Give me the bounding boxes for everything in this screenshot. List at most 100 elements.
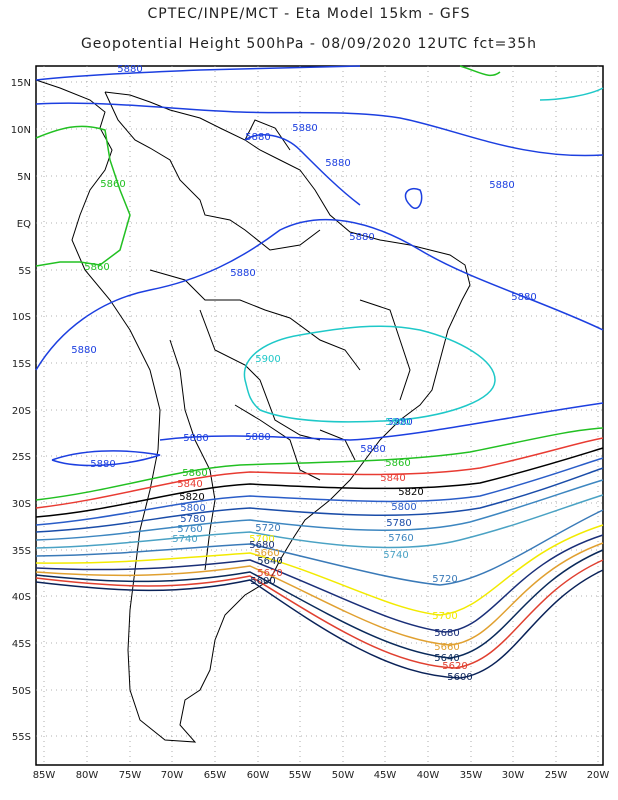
contour-label: 5740 (172, 534, 197, 545)
contour-5880 (35, 102, 604, 157)
contour-label: 5880 (511, 292, 536, 303)
contour-labels: 5880 5880 5880 5880 5880 5880 5880 5880 5880 5880… (71, 64, 536, 683)
contour-label: 5700 (432, 611, 457, 622)
contour-5860 (35, 427, 604, 501)
lat-label: 20S (12, 406, 31, 417)
lon-label: 25W (545, 770, 568, 781)
lat-label: 30S (12, 499, 31, 510)
contour-label: 5640 (257, 556, 282, 567)
contour-label: 5780 (180, 514, 205, 525)
contour-label: 5880 (489, 180, 514, 191)
contour-5860 (459, 65, 501, 77)
lat-label: EQ (17, 219, 31, 230)
contour-5680 (35, 534, 604, 633)
contour-label: 5820 (398, 487, 423, 498)
contour-label: 5880 (230, 268, 255, 279)
contour-5840 (35, 437, 604, 509)
contour-5900 (243, 325, 496, 423)
contour-5720 (35, 509, 604, 586)
contour-label: 5880 (117, 64, 142, 75)
contour-label: 5880 (71, 345, 96, 356)
lon-label: 20W (587, 770, 610, 781)
lat-label: 35S (12, 546, 31, 557)
contour-label: 5860 (100, 179, 125, 190)
contour-5700 (35, 524, 604, 616)
map-frame (35, 65, 604, 766)
lon-label: 60W (247, 770, 270, 781)
contour-label: 5900 (385, 417, 410, 428)
contour-label: 5860 (385, 458, 410, 469)
lat-label: 10N (11, 125, 31, 136)
lat-label: 5N (17, 172, 31, 183)
lon-label: 85W (33, 770, 56, 781)
contour-label: 5860 (84, 262, 109, 273)
title-line-1: CPTEC/INPE/MCT - Eta Model 15km - GFS (147, 6, 471, 22)
contour-5900 (539, 87, 604, 101)
contour-label: 5880 (349, 232, 374, 243)
contour-label: 5620 (257, 568, 282, 579)
contour-label: 5840 (380, 473, 405, 484)
contour-label: 5660 (434, 642, 459, 653)
contour-label: 5820 (179, 492, 204, 503)
contour-label: 5680 (434, 628, 459, 639)
lat-label: 45S (12, 639, 31, 650)
lon-label: 45W (374, 770, 397, 781)
contour-5660 (35, 542, 604, 646)
contour-label: 5880 (325, 158, 350, 169)
contour-label: 5900 (255, 354, 280, 365)
contour-label: 5880 (360, 444, 385, 455)
contour-label: 5880 (245, 432, 270, 443)
contour-label: 5660 (254, 548, 279, 559)
contour-5880 (35, 65, 361, 81)
lat-label: 15S (12, 359, 31, 370)
contour-5640 (35, 549, 604, 659)
contour-label: 5800 (391, 502, 416, 513)
lat-label: 40S (12, 592, 31, 603)
contour-lines (35, 65, 604, 679)
contour-5800 (35, 457, 604, 526)
lat-label: 55S (12, 732, 31, 743)
contour-5880 (51, 450, 161, 467)
lon-label: 75W (119, 770, 142, 781)
contour-label: 5720 (432, 574, 457, 585)
lat-label: 5S (18, 266, 31, 277)
contour-label: 5720 (255, 523, 280, 534)
contour-label: 5620 (442, 661, 467, 672)
contour-label: 5780 (386, 518, 411, 529)
contour-5880 (159, 402, 604, 441)
contour-5820 (35, 447, 604, 518)
contour-5880 (244, 134, 361, 206)
contour-label: 5880 (183, 433, 208, 444)
lon-label: 35W (460, 770, 483, 781)
lon-label: 40W (417, 770, 440, 781)
contour-label: 5880 (90, 459, 115, 470)
coastline (35, 79, 471, 743)
lon-label: 80W (76, 770, 99, 781)
contour-5600 (35, 569, 604, 679)
lat-label: 25S (12, 452, 31, 463)
lon-label: 30W (502, 770, 525, 781)
contour-5740 (35, 494, 604, 549)
contour-label: 5700 (249, 534, 274, 545)
contour-label: 5860 (182, 468, 207, 479)
latitude-labels: 15N 10N 5N EQ 5S 10S 15S 20S 25S 30S 35S 40S 45S 50S 5… (11, 78, 31, 743)
contour-5880 (404, 188, 423, 210)
longitude-labels: 85W 80W 75W 70W 65W 60W 55W 50W 45W 40W 35W 30W 25W 2… (33, 770, 610, 781)
contour-label: 5640 (434, 653, 459, 664)
lat-label: 50S (12, 686, 31, 697)
lat-label: 10S (12, 312, 31, 323)
contour-5780 (35, 467, 604, 533)
lon-label: 50W (332, 770, 355, 781)
contour-5880 (35, 218, 604, 371)
title-line-2: Geopotential Height 500hPa - 08/09/2020 … (80, 36, 538, 52)
grid-lines (36, 66, 603, 765)
contour-label: 5760 (388, 533, 413, 544)
contour-label: 5880 (387, 417, 412, 428)
contour-5760 (35, 479, 604, 541)
contour-label: 5840 (177, 479, 202, 490)
contour-5620 (35, 559, 604, 669)
contour-label: 5800 (180, 503, 205, 514)
contour-label: 5760 (177, 524, 202, 535)
contour-label: 5740 (383, 550, 408, 561)
